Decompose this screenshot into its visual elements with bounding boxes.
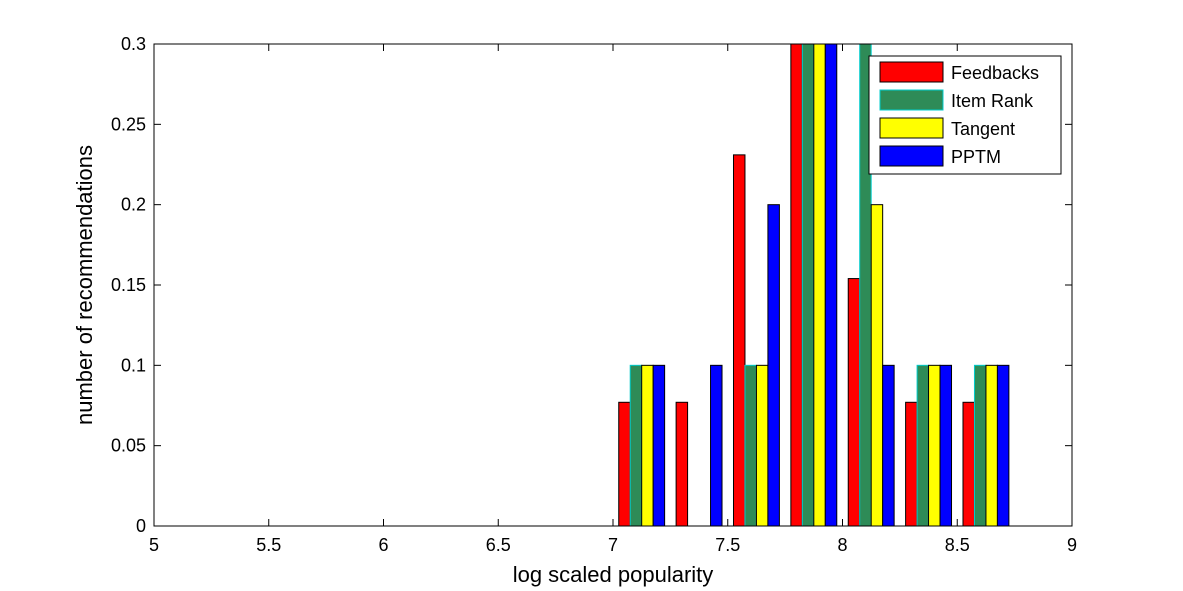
y-tick-label: 0.1 bbox=[121, 355, 146, 375]
bar-tangent-13 bbox=[928, 364, 941, 527]
bar-feedbacks-8 bbox=[618, 401, 631, 527]
bar-pptm-10 bbox=[767, 204, 780, 527]
bar-feedbacks-12 bbox=[847, 278, 861, 527]
bar-tangent-11 bbox=[813, 43, 826, 527]
bar-feedbacks-13 bbox=[905, 401, 918, 527]
y-tick-label: 0.05 bbox=[111, 436, 146, 456]
legend-label-tangent: Tangent bbox=[951, 119, 1015, 139]
y-tick-label: 0.2 bbox=[121, 195, 146, 215]
legend-label-pptm: PPTM bbox=[951, 147, 1001, 167]
legend-swatch-pptm bbox=[879, 145, 944, 167]
legend-swatch-feedbacks bbox=[879, 61, 944, 83]
bar-feedbacks-10 bbox=[732, 154, 746, 527]
bar-item-rank-13 bbox=[916, 364, 930, 527]
y-tick-label: 0.25 bbox=[111, 114, 146, 134]
bar-pptm-9 bbox=[710, 364, 723, 527]
y-axis-ticks: 0 0.05 0.1 0.15 0.2 0.25 0.3 bbox=[111, 34, 1072, 536]
y-tick-label: 0 bbox=[136, 516, 146, 536]
x-tick-label: 8 bbox=[837, 535, 847, 555]
bar-pptm-8 bbox=[652, 364, 666, 527]
bar-pptm-12 bbox=[882, 364, 895, 527]
bar-feedbacks-9 bbox=[675, 401, 689, 527]
x-tick-label: 7.5 bbox=[715, 535, 740, 555]
x-axis-label: log scaled popularity bbox=[513, 562, 714, 587]
bar-feedbacks-11 bbox=[790, 43, 803, 527]
legend-swatch-tangent bbox=[879, 117, 944, 139]
legend-swatch-item-rank bbox=[879, 89, 944, 111]
x-tick-label: 5.5 bbox=[256, 535, 281, 555]
x-tick-label: 9 bbox=[1067, 535, 1077, 555]
x-tick-label: 8.5 bbox=[945, 535, 970, 555]
bar-pptm-13 bbox=[939, 364, 953, 527]
x-tick-label: 7 bbox=[608, 535, 618, 555]
bar-item-rank-10 bbox=[744, 364, 757, 527]
bar-item-rank-14 bbox=[973, 364, 987, 527]
legend-label-feedbacks: Feedbacks bbox=[951, 63, 1039, 83]
y-tick-label: 0.3 bbox=[121, 34, 146, 54]
y-tick-label: 0.15 bbox=[111, 275, 146, 295]
bar-item-rank-11 bbox=[801, 43, 815, 527]
bar-tangent-12 bbox=[870, 204, 884, 527]
bar-tangent-10 bbox=[755, 364, 769, 527]
bar-pptm-14 bbox=[996, 364, 1010, 527]
legend: Feedbacks Item Rank Tangent PPTM bbox=[868, 55, 1062, 175]
y-axis-label: number of recommendations bbox=[72, 145, 97, 425]
x-tick-label: 6.5 bbox=[486, 535, 511, 555]
bar-feedbacks-14 bbox=[962, 401, 975, 527]
bar-item-rank-8 bbox=[629, 364, 643, 527]
bar-pptm-11 bbox=[824, 43, 838, 527]
bar-tangent-14 bbox=[985, 364, 998, 527]
bar-tangent-8 bbox=[641, 364, 654, 527]
x-axis-ticks: 5 5.5 6 6.5 7 7.5 8 8.5 9 bbox=[149, 44, 1077, 555]
x-tick-label: 5 bbox=[149, 535, 159, 555]
legend-label-item-rank: Item Rank bbox=[951, 91, 1034, 111]
x-tick-label: 6 bbox=[378, 535, 388, 555]
